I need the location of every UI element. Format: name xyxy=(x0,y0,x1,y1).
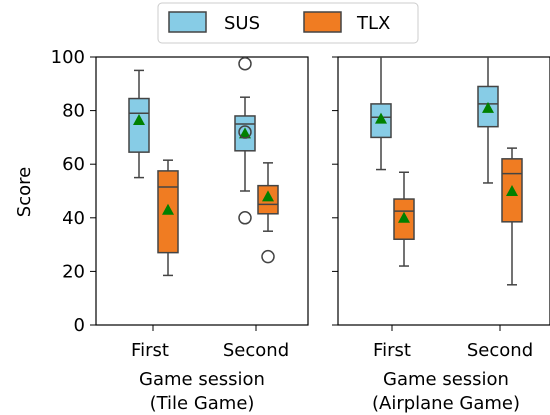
outlier-point xyxy=(238,125,252,139)
box-body xyxy=(128,97,150,153)
panel-frame-airplane xyxy=(337,56,550,326)
mean-marker xyxy=(482,101,494,113)
mean-marker xyxy=(398,211,410,223)
legend: SUS TLX xyxy=(157,2,419,44)
x-axis-title-airplane-line1: Game session xyxy=(383,369,509,390)
y-tick-label: 0 xyxy=(74,315,85,336)
x-tick-label-airplane-second: Second xyxy=(467,340,533,361)
box-tlx-first-p1 xyxy=(393,171,415,267)
legend-frame xyxy=(157,2,419,44)
mean-marker xyxy=(133,113,145,125)
box-sus-second-p1 xyxy=(477,56,499,184)
mean-marker xyxy=(239,127,251,139)
box-sus-first-p0 xyxy=(128,69,150,179)
x-axis-title-airplane-line2: (Airplane Game) xyxy=(372,393,520,414)
y-axis-title: Score xyxy=(14,167,35,217)
outlier-point xyxy=(238,211,252,225)
legend-swatch-sus xyxy=(168,11,207,33)
y-tick-label: 80 xyxy=(62,101,85,122)
box-tlx-second-p0 xyxy=(257,162,279,264)
box-sus-first-p1 xyxy=(370,56,392,171)
outlier-point xyxy=(238,56,252,71)
panel-frame-tile xyxy=(95,56,309,326)
mean-marker xyxy=(162,203,174,215)
outlier-point xyxy=(261,249,275,264)
x-tick-label-airplane-first: First xyxy=(373,340,411,361)
x-axis-title-tile-line1: Game session xyxy=(139,369,265,390)
legend-label-sus: SUS xyxy=(224,13,260,34)
y-tick-label: 20 xyxy=(62,261,85,282)
y-tick-label: 100 xyxy=(51,47,85,68)
plot-layer xyxy=(128,56,523,286)
legend-label-tlx: TLX xyxy=(356,13,390,34)
legend-swatch-tlx xyxy=(303,11,342,33)
x-tick-label-tile-second: Second xyxy=(223,340,289,361)
mean-marker xyxy=(262,190,274,202)
x-axis-title-tile-line2: (Tile Game) xyxy=(150,393,255,414)
box-sus-second-p0 xyxy=(234,56,256,225)
y-axis: 0 20 40 60 80 100 xyxy=(51,47,338,336)
mean-marker xyxy=(375,112,387,124)
x-tick-label-tile-first: First xyxy=(131,340,169,361)
y-tick-label: 60 xyxy=(62,154,85,175)
mean-marker xyxy=(506,185,518,196)
box-tlx-second-p1 xyxy=(501,147,523,286)
box-tlx-first-p0 xyxy=(157,159,179,277)
y-tick-label: 40 xyxy=(62,208,85,229)
